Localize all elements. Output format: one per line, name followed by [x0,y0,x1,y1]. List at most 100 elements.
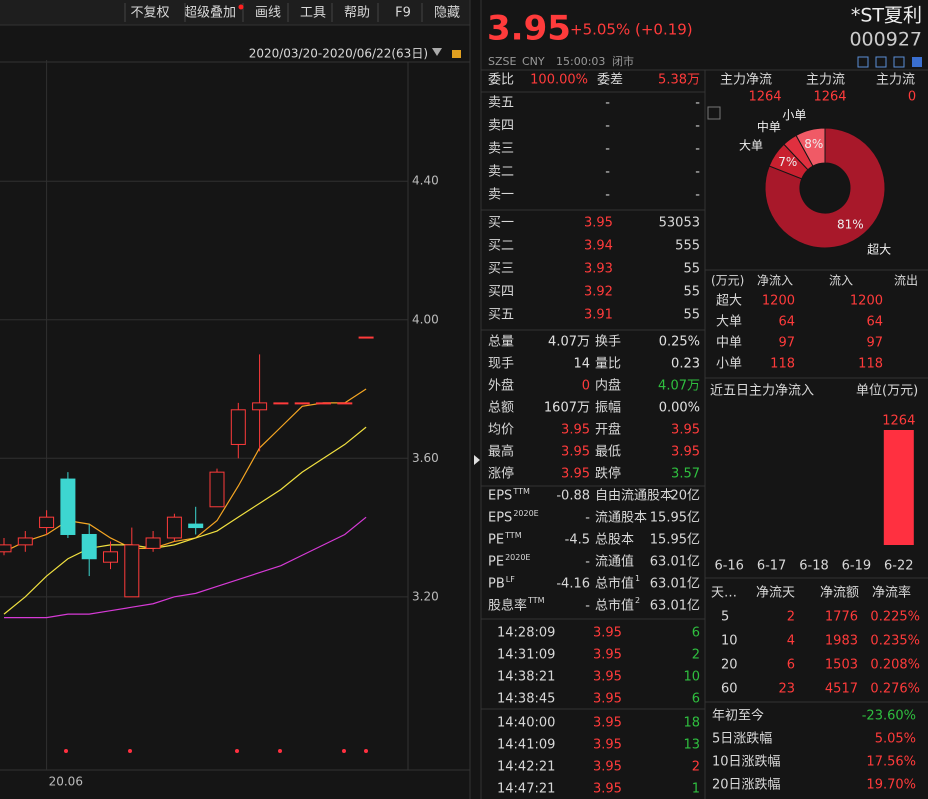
candle-body [103,551,118,563]
label: 3.95 [593,738,622,753]
label: 2 [692,760,700,775]
label: 净流入 [757,274,793,288]
icon[interactable] [893,56,905,68]
label: 1983 [825,634,858,649]
candle-body [316,402,331,405]
label: 卖五 [488,96,514,111]
icon[interactable] [875,56,887,68]
label: - [695,119,700,134]
label: 卖一 [488,188,514,203]
y-tick-label: 3.20 [412,589,439,603]
label: 总额 [488,401,514,416]
pie-label: 中单 [757,119,781,134]
label: - [605,119,610,134]
label: -23.60% [862,709,916,724]
label: 10 [721,634,738,649]
marker [64,749,68,753]
label: - [605,188,610,203]
label: - [585,511,590,526]
label: 1200 [850,294,883,309]
candle-body [145,537,161,549]
toolbar-button[interactable]: 画线 [255,6,281,21]
superscript: 2020E [513,509,538,518]
label: 5.38万 [658,73,700,88]
candle-body [273,402,289,405]
label: 0.235% [870,634,920,649]
toolbar-button[interactable]: 工具 [300,6,326,21]
label: 97 [866,336,883,351]
status: SZSE [488,55,517,68]
label: 0.225% [870,610,920,625]
label: 卖四 [488,119,514,134]
label: 大单 [716,315,742,330]
x-tick-label: 6-19 [842,559,872,574]
label: 17.56% [866,755,916,770]
label: - [605,165,610,180]
label: 3.95 [561,423,590,438]
candle-body [60,478,76,535]
candle-body [0,544,12,553]
toolbar-button[interactable]: 帮助 [344,6,370,21]
label: 3.95 [593,648,622,663]
label: 主力流 [806,73,845,88]
superscript: 2 [635,596,640,605]
marker [235,749,239,753]
toolbar-button[interactable]: 隐藏 [434,6,460,21]
pie-label: 小单 [782,108,806,122]
toolbar-button[interactable]: 超级叠加 [184,6,236,21]
label: - [605,142,610,157]
x-tick-label: 6-18 [799,559,829,574]
label: 股息率 [488,598,527,614]
marker [128,749,132,753]
pie-value-label: 81% [837,218,864,232]
toolbar [0,0,470,25]
label: 1264 [813,90,846,105]
dropdown-arrow[interactable] [432,48,442,56]
marker [364,749,368,753]
label: PB [488,577,505,592]
candle-body [188,523,204,529]
label: 3.95 [593,692,622,707]
label: 10日涨跌幅 [712,754,781,770]
label: 14:28:09 [497,626,555,641]
y-tick-label: 4.00 [412,312,439,326]
chart-subtitle: 单位(万元) [856,384,918,399]
label: - [695,165,700,180]
icon[interactable] [912,57,922,67]
label: 超大 [716,294,742,309]
icon[interactable] [857,56,869,68]
lock-icon[interactable] [452,50,461,58]
label: 3.93 [584,262,613,277]
label: 买五 [488,308,514,323]
label: 1776 [825,610,858,625]
label: 118 [858,357,883,372]
toolbar-button[interactable]: F9 [395,6,411,21]
label: 2 [787,610,795,625]
collapse-arrow[interactable] [474,455,480,465]
label: 14:42:21 [497,760,555,775]
label: PE [488,555,504,570]
toolbar-button[interactable]: 不复权 [130,5,169,21]
label: 3.57 [671,467,700,482]
label: - [695,96,700,111]
label: -0.88 [556,489,590,504]
label: 0.25% [659,335,700,350]
pie-value-label: 7% [778,155,797,169]
label: 卖三 [488,142,514,157]
label: 总股本 [595,533,634,548]
label: 流入 [829,274,853,288]
label: 20 [721,658,738,673]
superscript: TTM [527,596,545,605]
label: 13 [683,738,700,753]
label: 23 [778,682,795,697]
label: 0.276% [870,682,920,697]
label: 0 [908,90,916,105]
label: 14:41:09 [497,738,555,753]
label: 5日涨跌幅 [712,731,772,747]
help-icon[interactable] [707,106,721,120]
label: 3.95 [671,445,700,460]
label: 55 [683,285,700,300]
marker [278,749,282,753]
notification-dot [238,4,244,10]
